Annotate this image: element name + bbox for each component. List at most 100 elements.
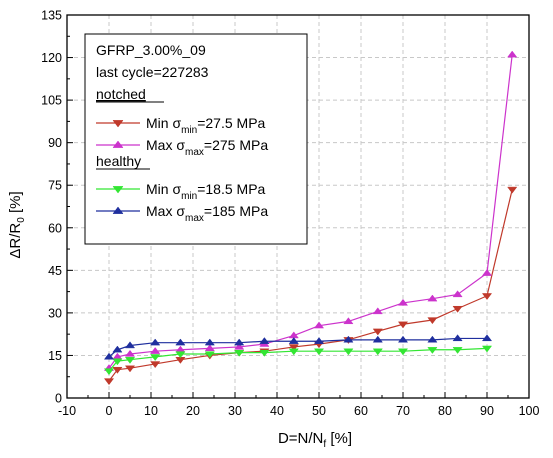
data-point-healthy_max	[397, 335, 409, 343]
data-point-healthy_max	[103, 352, 115, 360]
data-point-healthy_max	[234, 338, 245, 346]
legend-marker	[112, 186, 124, 194]
y-tick-label: 60	[48, 221, 62, 235]
data-point-healthy_max	[372, 335, 383, 343]
data-point-notched_min	[397, 321, 409, 329]
legend-label-prefix: Max σ	[146, 137, 185, 153]
y-tick-label: 45	[48, 264, 62, 278]
legend-entry-notched-min: Min σmin=27.5 MPa	[96, 115, 266, 136]
data-point-notched_min	[372, 328, 383, 336]
legend-title: GFRP_3.00%_09	[96, 42, 206, 58]
data-point-notched_max	[124, 349, 136, 357]
legend-subtitle: last cycle=227283	[96, 64, 209, 80]
y-tick-label: 135	[41, 9, 62, 23]
legend-label-suffix: =18.5 MPa	[197, 181, 265, 197]
data-point-healthy_min	[372, 348, 383, 356]
data-point-healthy_min	[343, 348, 354, 356]
data-point-notched_min	[288, 344, 299, 352]
data-point-notched_max	[481, 269, 493, 276]
legend-label-sub: min	[181, 125, 197, 136]
x-tick-label: 10	[144, 404, 158, 418]
axis-ticks: -10 0 10 20 30 40 50 60 70 80 90 100015304560759010…	[41, 9, 539, 419]
series-healthy_min	[103, 345, 493, 376]
data-point-notched_max	[313, 321, 325, 329]
data-point-healthy_min	[452, 347, 463, 354]
legend-label: Max σmax=185 MPa	[146, 203, 268, 224]
data-point-healthy_max	[343, 335, 354, 343]
legend-entry-notched-max: Max σmax=275 MPa	[96, 137, 268, 158]
data-point-healthy_max	[452, 334, 463, 342]
data-point-healthy_max	[288, 337, 299, 344]
legend: GFRP_3.00%_09 last cycle=227283 notched …	[84, 33, 308, 245]
x-tick-label: 100	[519, 404, 540, 418]
x-tick-label: 90	[480, 404, 494, 418]
data-point-healthy_min	[124, 357, 136, 364]
y-axis-label: ΔR/R0 [%]	[7, 191, 27, 258]
legend-marker	[112, 206, 124, 214]
y-axis-label-sub: 0	[16, 217, 27, 223]
legend-label-suffix: =27.5 MPa	[197, 115, 265, 131]
data-point-notched_min	[124, 365, 136, 373]
data-point-healthy_min	[103, 368, 115, 376]
data-point-notched_max	[372, 307, 383, 315]
series-line-healthy_max	[108, 337, 487, 358]
legend-label-prefix: Max σ	[146, 203, 185, 219]
x-axis-label-unit: [%]	[326, 430, 352, 447]
data-point-healthy_max	[427, 335, 438, 343]
legend-label: Min σmin=27.5 MPa	[146, 115, 266, 136]
legend-box	[84, 33, 308, 245]
data-point-healthy_max	[259, 337, 270, 344]
y-tick-label: 30	[48, 306, 62, 320]
data-point-healthy_max	[481, 334, 493, 342]
data-point-notched_max	[452, 290, 463, 298]
x-tick-label: 60	[354, 404, 368, 418]
x-tick-label: 80	[438, 404, 452, 418]
data-point-healthy_min	[259, 349, 270, 357]
y-tick-label: 90	[48, 136, 62, 150]
data-point-notched_max	[343, 317, 354, 325]
legend-entry-healthy-max: Max σmax=185 MPa	[96, 203, 268, 224]
data-point-healthy_max	[313, 337, 325, 344]
data-point-notched_max	[427, 294, 438, 302]
x-axis-label-main: D=N/N	[278, 430, 323, 447]
data-point-healthy_min	[175, 351, 186, 359]
legend-marker	[112, 120, 124, 128]
legend-label-sub: max	[185, 213, 204, 224]
legend-group-notched: notched	[96, 86, 146, 102]
x-tick-label: 50	[312, 404, 326, 418]
x-tick-label: -10	[58, 404, 76, 418]
data-point-notched_min	[452, 305, 463, 313]
data-point-notched_min	[112, 366, 123, 374]
legend-marker	[112, 140, 124, 148]
data-point-healthy_min	[397, 348, 409, 356]
x-tick-label: 0	[106, 404, 113, 418]
data-point-healthy_min	[481, 345, 493, 353]
series-healthy_max	[103, 334, 493, 360]
data-point-notched_max	[204, 344, 215, 352]
legend-group-healthy: healthy	[96, 153, 141, 169]
data-point-healthy_max	[175, 338, 186, 346]
data-point-healthy_max	[150, 338, 161, 346]
data-point-notched_max	[507, 50, 518, 58]
series-line-healthy_min	[108, 347, 488, 372]
legend-label-prefix: Min σ	[146, 115, 181, 131]
legend-label-suffix: =185 MPa	[204, 203, 268, 219]
data-point-healthy_min	[150, 354, 161, 361]
x-axis-label: D=N/Nf [%]	[278, 430, 352, 450]
series-layer	[103, 50, 518, 386]
legend-label-prefix: Min σ	[146, 181, 181, 197]
legend-label: Min σmin=18.5 MPa	[146, 181, 266, 202]
data-point-healthy_min	[204, 351, 215, 359]
y-axis-label-unit: [%]	[7, 191, 24, 217]
legend-label-suffix: =275 MPa	[204, 137, 268, 153]
x-axis-label-sub: f	[323, 439, 326, 450]
y-axis-label-main: ΔR/R	[7, 223, 24, 259]
x-tick-label: 70	[396, 404, 410, 418]
y-tick-label: 105	[41, 94, 62, 108]
x-tick-label: 20	[186, 404, 200, 418]
data-point-notched_max	[397, 298, 409, 306]
data-point-notched_min	[427, 317, 438, 325]
y-tick-label: 0	[55, 392, 62, 406]
y-tick-label: 75	[48, 179, 62, 193]
